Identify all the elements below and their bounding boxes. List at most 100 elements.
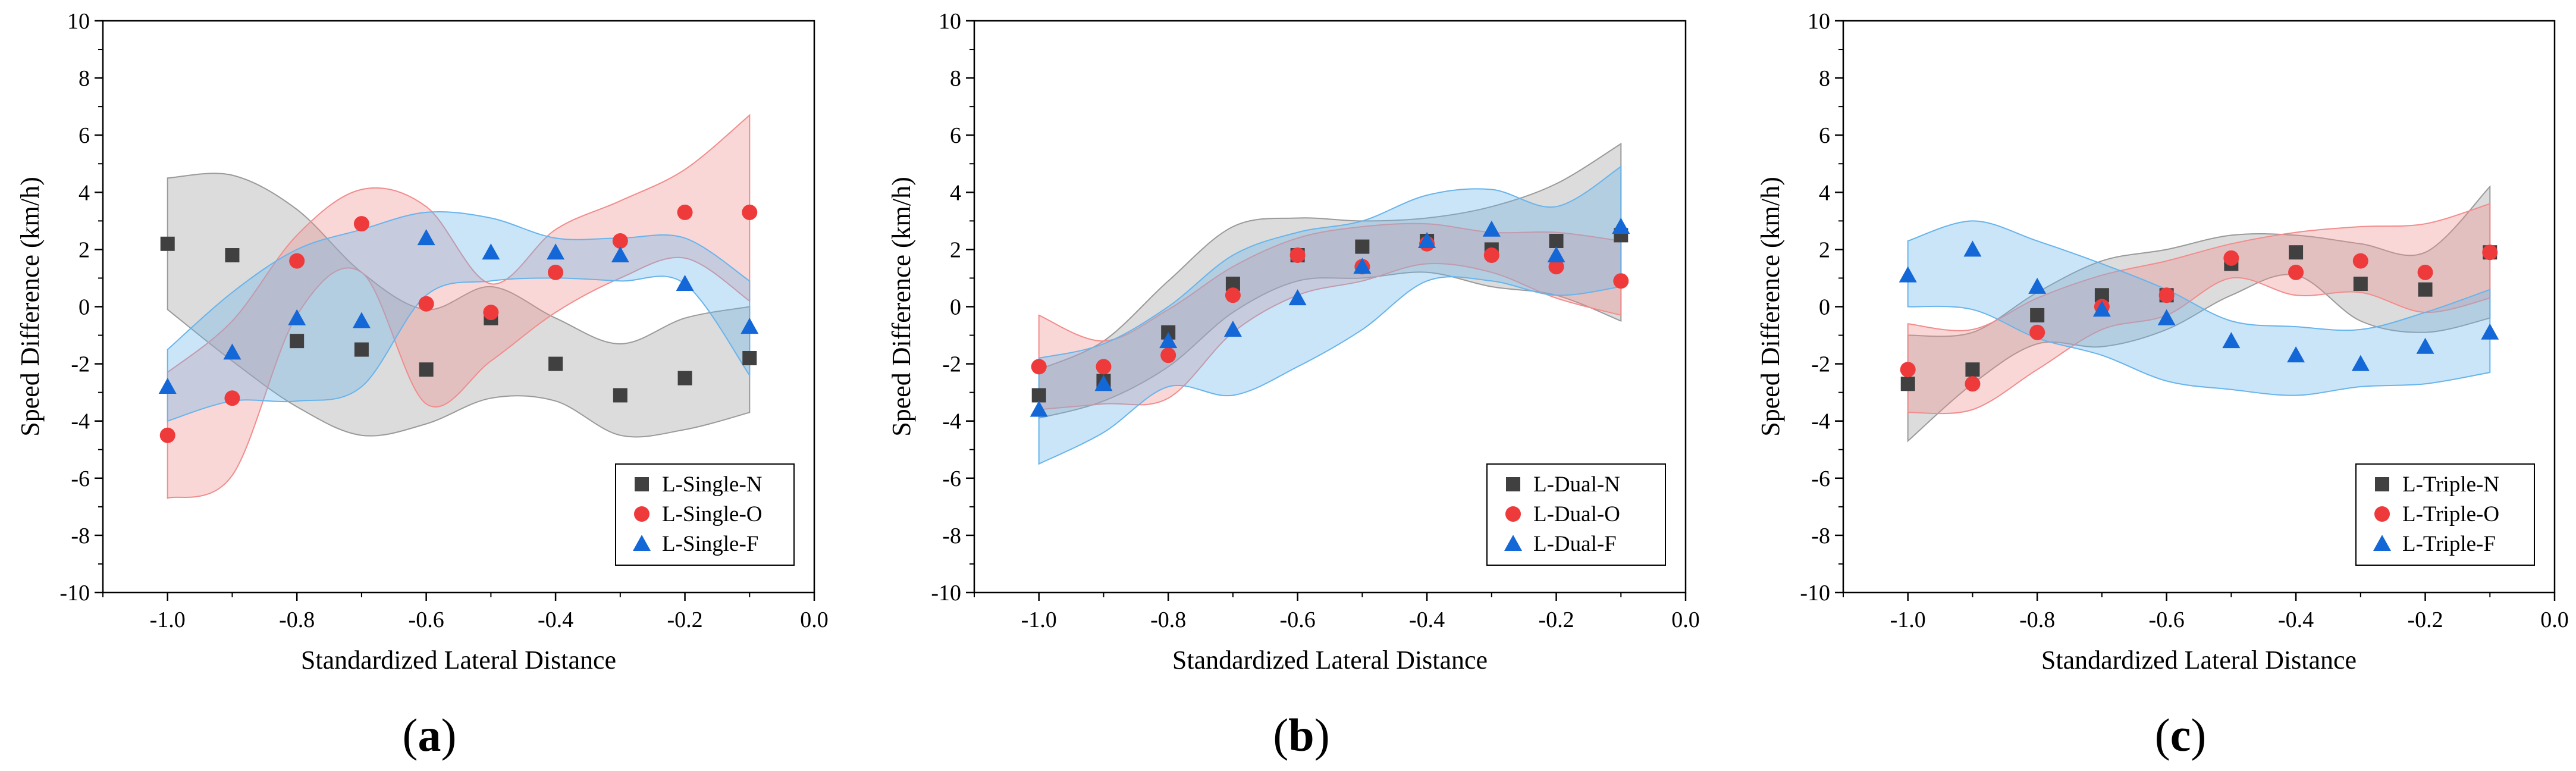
legend-item: L-Triple-O <box>2374 502 2499 526</box>
data-point <box>353 216 369 232</box>
data-point <box>1353 258 1372 274</box>
data-point <box>677 371 692 386</box>
legend-item: L-Single-O <box>634 502 763 526</box>
data-point <box>1159 332 1178 349</box>
x-tick-label: -0.6 <box>409 607 444 632</box>
band-o <box>167 114 751 499</box>
data-point <box>2157 309 2176 325</box>
y-tick-label: -10 <box>1800 581 1830 606</box>
data-point <box>2287 346 2305 363</box>
legend-marker <box>1506 477 1520 491</box>
y-tick-label: 6 <box>79 123 90 148</box>
data-point <box>225 248 240 263</box>
series-f <box>158 229 759 394</box>
x-tick-label: -0.2 <box>2407 607 2443 632</box>
legend-marker <box>1505 506 1521 522</box>
data-point <box>417 229 435 246</box>
data-point <box>2028 277 2047 294</box>
panel-letter: c <box>2170 709 2191 761</box>
data-point <box>1094 375 1113 391</box>
data-point <box>1289 247 1306 264</box>
y-tick-label: 6 <box>950 123 961 148</box>
x-tick-label: -0.2 <box>667 607 702 632</box>
data-point <box>613 388 627 403</box>
series-n <box>160 236 757 403</box>
data-point <box>1096 359 1112 375</box>
data-point <box>611 246 629 263</box>
data-point <box>1900 377 1915 391</box>
data-point <box>2222 332 2241 349</box>
x-axis-label: Standardized Lateral Distance <box>2041 645 2357 675</box>
data-point <box>1482 220 1501 237</box>
data-point <box>1547 246 1565 263</box>
x-tick-label: -0.4 <box>2278 607 2314 632</box>
panel-label: (c) <box>2155 709 2207 761</box>
data-point <box>1548 259 1564 275</box>
y-tick-label: 8 <box>1819 66 1830 91</box>
panel-label: (a) <box>403 709 457 761</box>
data-point <box>354 342 369 357</box>
legend-item: L-Dual-O <box>1505 502 1620 526</box>
data-point <box>1965 376 1981 392</box>
data-point <box>159 427 175 443</box>
x-axis-label: Standardized Lateral Distance <box>1172 645 1488 675</box>
data-point <box>1418 231 1436 248</box>
y-tick-label: -2 <box>71 352 90 377</box>
legend: L-Dual-N L-Dual-O L-Dual-F <box>1486 463 1666 566</box>
y-tick-label: -2 <box>1811 352 1830 377</box>
legend: L-Single-N L-Single-O L-Single-F <box>615 463 795 566</box>
data-point <box>2416 337 2434 354</box>
y-tick-label: 10 <box>939 9 961 34</box>
x-tick-label: -0.4 <box>538 607 573 632</box>
data-point <box>2288 264 2304 280</box>
data-point <box>1031 359 1047 375</box>
chart-panel-c: -10 -8 -6 -4 -2 0 2 4 6 8 10 -1.0 -0.8 -0.6 -0.4 -0.2 0.… <box>1756 9 2569 761</box>
data-point <box>742 204 758 220</box>
y-tick-label: 0 <box>79 295 90 320</box>
y-tick-label: 0 <box>1819 295 1830 320</box>
data-point <box>676 275 694 292</box>
y-tick-label: 2 <box>950 237 961 262</box>
y-tick-label: -6 <box>1811 466 1830 491</box>
data-point <box>418 296 434 312</box>
series-o <box>1031 236 1629 375</box>
data-point <box>2158 287 2175 303</box>
legend-label: L-Single-N <box>662 472 763 497</box>
y-tick-label: 4 <box>1819 180 1830 205</box>
data-point <box>1612 217 1630 234</box>
x-tick-label: 0.0 <box>800 607 829 632</box>
data-point <box>2353 277 2368 292</box>
x-tick-label: 0.0 <box>2540 607 2569 632</box>
y-tick-label: 8 <box>79 66 90 91</box>
data-point <box>2030 308 2045 322</box>
y-tick-label: -8 <box>942 524 961 549</box>
y-tick-label: -10 <box>931 581 961 606</box>
y-tick-label: -4 <box>1811 409 1830 434</box>
data-point <box>2481 323 2499 340</box>
legend-item: L-Triple-F <box>2373 532 2496 556</box>
data-point <box>419 362 434 377</box>
series-f <box>1030 217 1630 417</box>
legend-marker <box>2374 506 2390 522</box>
legend-label: L-Triple-N <box>2402 472 2499 497</box>
legend-marker <box>2373 535 2391 551</box>
data-point <box>1899 266 1917 283</box>
x-tick-label: 0.0 <box>1671 607 1700 632</box>
legend-label: L-Triple-O <box>2402 502 2499 526</box>
legend-item: L-Triple-N <box>2375 472 2499 497</box>
data-point <box>290 334 305 349</box>
y-tick-label: 10 <box>67 9 90 34</box>
y-tick-label: 0 <box>950 295 961 320</box>
data-point <box>289 253 305 269</box>
y-tick-label: -6 <box>71 466 90 491</box>
data-point <box>352 312 371 328</box>
x-tick-label: -1.0 <box>1890 607 1926 632</box>
series-o <box>159 204 758 443</box>
data-point <box>1031 388 1046 403</box>
data-point <box>548 264 564 280</box>
data-point <box>1965 362 1980 377</box>
data-point <box>741 318 759 334</box>
y-tick-label: -6 <box>942 466 961 491</box>
band-f <box>1038 165 1622 465</box>
